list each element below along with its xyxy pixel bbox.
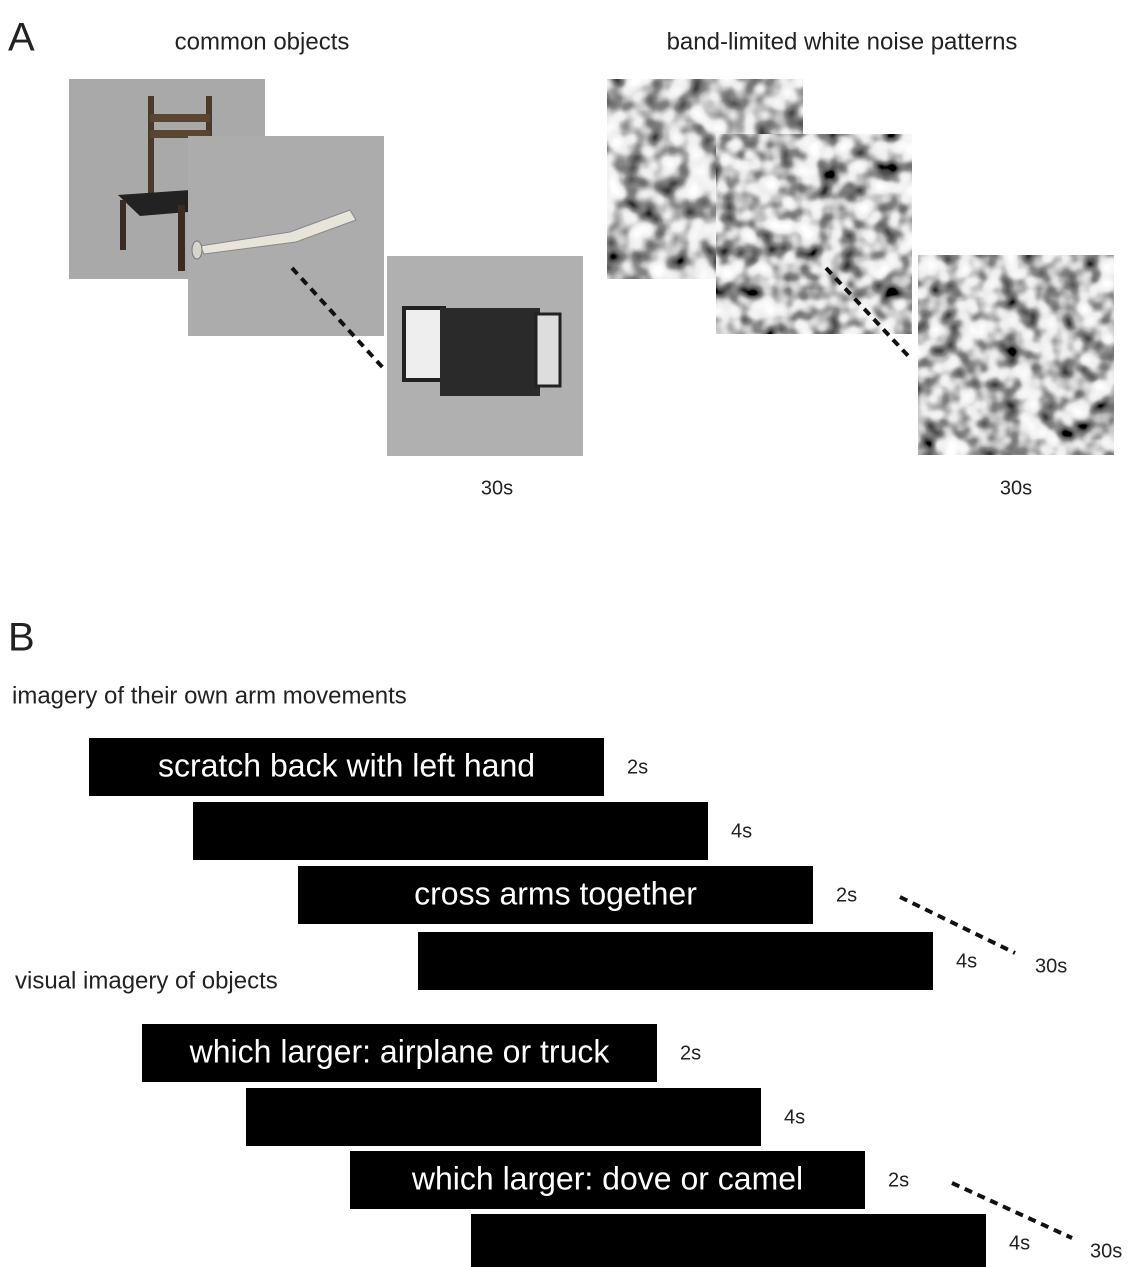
duration: 30s bbox=[481, 477, 513, 499]
duration: 2s bbox=[888, 1169, 909, 1191]
object-image-bat bbox=[188, 136, 384, 336]
trial-text: which larger: airplane or truck bbox=[189, 1033, 611, 1069]
trial-text: which larger: dove or camel bbox=[411, 1160, 803, 1196]
duration: 4s bbox=[731, 820, 752, 842]
panel-label: A bbox=[8, 16, 35, 60]
total-duration: 30s bbox=[1090, 1240, 1122, 1262]
trial-bar bbox=[418, 932, 933, 990]
duration: 2s bbox=[680, 1042, 701, 1064]
panel-b: imagery of their own arm movements scratc… bbox=[12, 682, 1122, 1267]
panel-label: B bbox=[8, 616, 35, 660]
duration: 2s bbox=[627, 756, 648, 778]
trial-bar bbox=[246, 1088, 761, 1146]
duration: 4s bbox=[956, 950, 977, 972]
figure: A common objects band-limited white nois… bbox=[0, 0, 1128, 1267]
group-title: visual imagery of objects bbox=[15, 967, 278, 994]
duration: 2s bbox=[836, 884, 857, 906]
noise-image bbox=[716, 134, 912, 334]
total-duration: 30s bbox=[1035, 955, 1067, 977]
group-title: common objects bbox=[175, 28, 350, 55]
trial-text: scratch back with left hand bbox=[158, 747, 535, 783]
group-title: band-limited white noise patterns bbox=[667, 28, 1018, 55]
trial-text: cross arms together bbox=[414, 875, 697, 911]
noise-image bbox=[918, 255, 1114, 455]
group-title: imagery of their own arm movements bbox=[12, 682, 407, 709]
duration: 4s bbox=[1009, 1232, 1030, 1254]
object-image-accordion bbox=[387, 256, 583, 456]
duration: 30s bbox=[1000, 477, 1032, 499]
trial-bar bbox=[471, 1214, 986, 1267]
duration: 4s bbox=[784, 1106, 805, 1128]
trial-bar bbox=[193, 802, 708, 860]
